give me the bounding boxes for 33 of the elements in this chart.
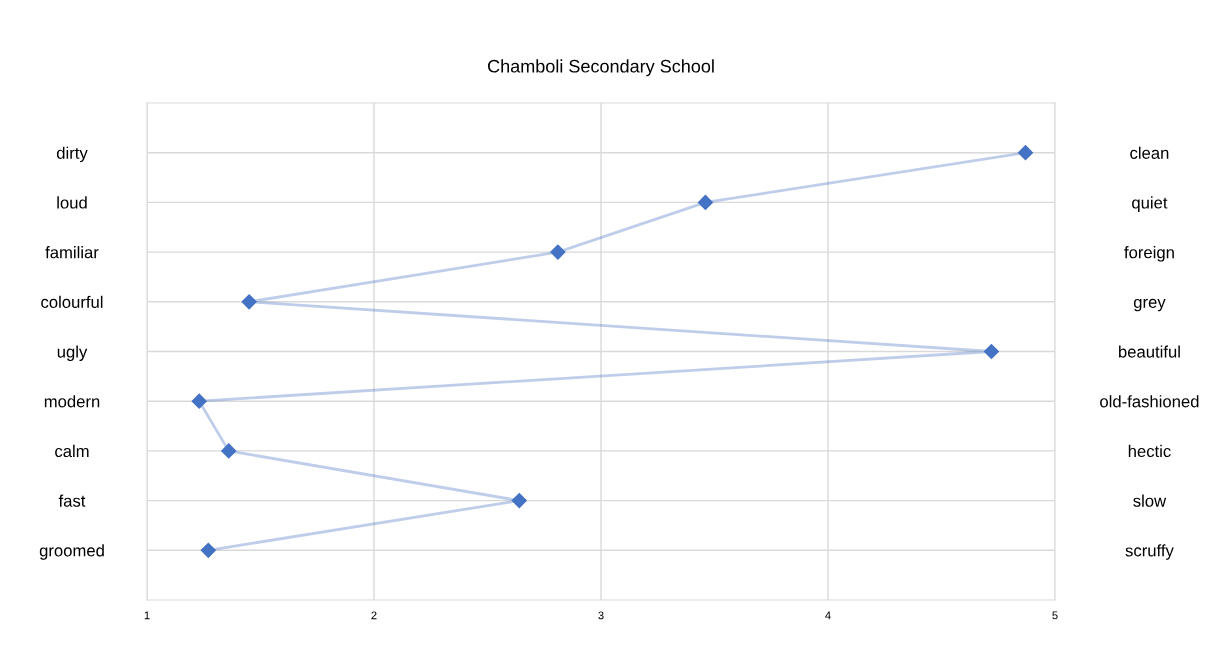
- point: [983, 343, 1000, 360]
- x-tick-label: 3: [598, 611, 604, 620]
- x-tick-label: 1: [144, 611, 150, 620]
- y2-tick-label: quiet: [1132, 196, 1168, 212]
- y2-tick-label: old-fashioned: [1100, 395, 1199, 408]
- y-tick-label: dirty: [56, 146, 88, 163]
- point: [200, 542, 216, 558]
- y2-tick-label: grey: [1133, 298, 1166, 312]
- y-tick-label: familiar: [45, 246, 99, 259]
- y2-tick-label: clean: [1130, 146, 1169, 159]
- y-tick-label: groomed: [39, 544, 104, 560]
- y-tick-label: fast: [58, 494, 86, 507]
- point: [697, 194, 713, 210]
- y2-tick-label: slow: [1133, 494, 1167, 507]
- point: [1017, 145, 1034, 161]
- y-tick-label: calm: [55, 444, 89, 458]
- y-tick-label: modern: [44, 395, 100, 408]
- y2-tick-label: scruffy: [1125, 544, 1174, 560]
- x-tick-label: 5: [1052, 611, 1058, 620]
- y-tick-label: colourful: [41, 295, 103, 308]
- x-tick-label: 4: [825, 611, 831, 620]
- y2-tick-label: hectic: [1128, 444, 1171, 458]
- x-tick-label: 2: [371, 611, 377, 620]
- point: [511, 493, 527, 509]
- y2-tick-label: beautiful: [1119, 345, 1180, 358]
- y-tick-label: loud: [57, 196, 87, 209]
- point: [191, 393, 207, 409]
- point: [221, 443, 237, 459]
- point: [241, 294, 257, 310]
- y2-tick-label: foreign: [1124, 246, 1174, 262]
- y-tick-label: ugly: [57, 345, 88, 361]
- chart-title: Chamboli Secondary School: [488, 59, 714, 77]
- point: [550, 244, 566, 260]
